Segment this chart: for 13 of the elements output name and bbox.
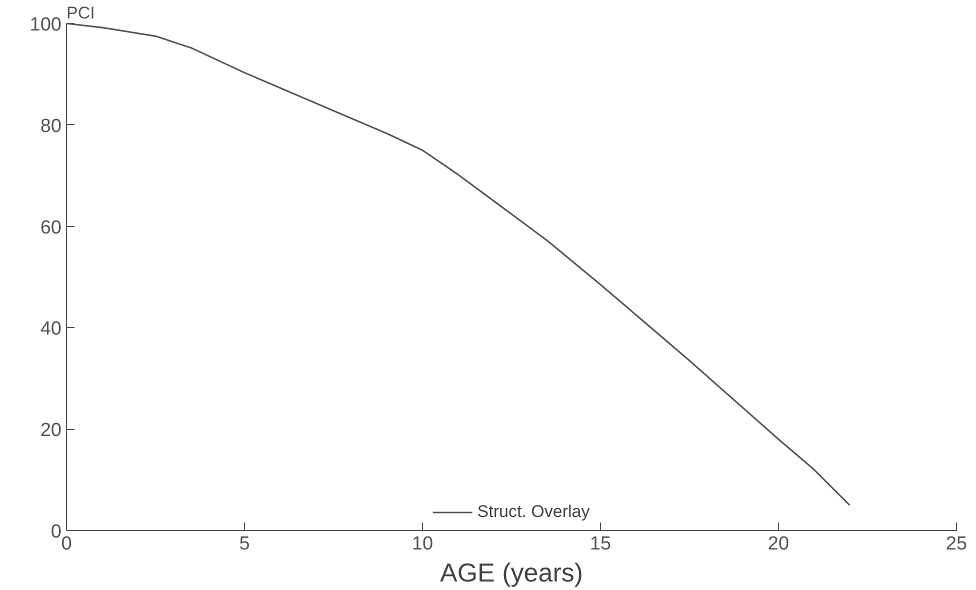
x-tick-label: 15 <box>590 534 612 554</box>
y-tick-label: 100 <box>30 14 62 36</box>
y-tick-label: 20 <box>40 420 62 442</box>
x-tick-label: 10 <box>412 534 434 554</box>
legend-label: Struct. Overlay <box>477 502 590 522</box>
x-axis-title: AGE (years) <box>440 558 584 588</box>
y-axis-title: PCI <box>66 4 95 22</box>
x-tick-label: 25 <box>946 534 968 554</box>
y-tick-label: 80 <box>40 116 62 137</box>
x-tick-label: 20 <box>768 534 790 554</box>
y-tick-label: 40 <box>40 318 62 340</box>
y-tick-label: 60 <box>40 217 62 238</box>
x-tick-label: 5 <box>239 534 250 554</box>
